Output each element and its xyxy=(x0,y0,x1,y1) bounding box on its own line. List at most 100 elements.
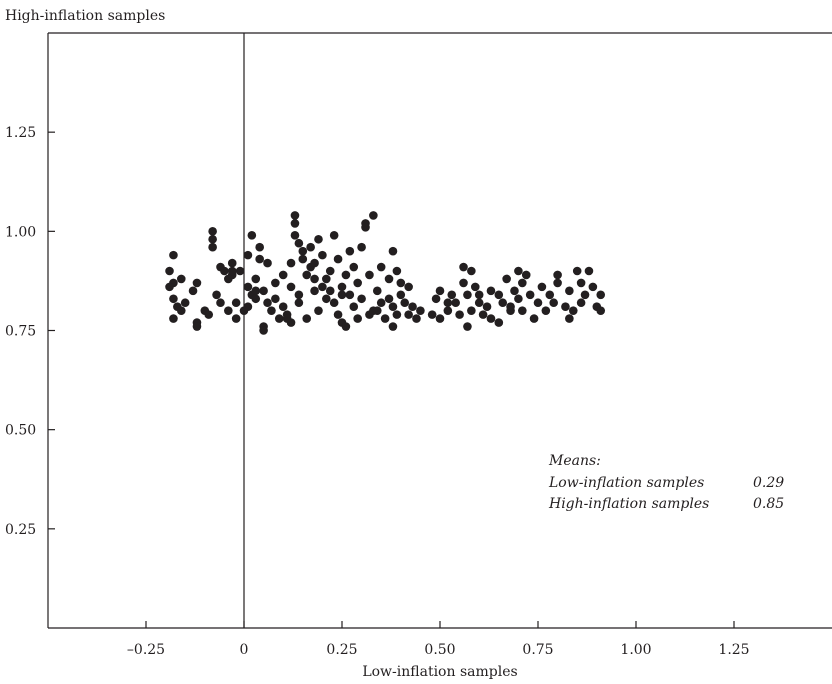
scatter-point xyxy=(271,294,280,304)
scatter-point xyxy=(345,246,355,256)
scatter-point xyxy=(341,270,351,280)
scatter-point xyxy=(431,294,441,304)
scatter-point xyxy=(176,274,186,284)
scatter-point xyxy=(314,234,323,244)
scatter-point xyxy=(231,298,241,308)
scatter-point xyxy=(357,294,366,304)
plot-frame xyxy=(47,32,832,629)
scatter-point xyxy=(165,282,174,292)
scatter-point xyxy=(435,314,445,323)
scatter-point xyxy=(596,290,606,300)
scatter-point xyxy=(474,298,484,308)
y-axis-ticks: 0.25 0.50 0.75 1.00 1.25 xyxy=(5,125,55,538)
scatter-point xyxy=(259,286,268,296)
scatter-point xyxy=(380,314,390,323)
scatter-point xyxy=(510,286,519,296)
scatter-point xyxy=(282,314,292,323)
scatter-point xyxy=(376,262,386,272)
scatter-point xyxy=(514,294,523,304)
scatter-point xyxy=(255,254,264,264)
scatter-point xyxy=(463,322,472,331)
scatter-point xyxy=(349,262,359,272)
scatter-point xyxy=(224,306,233,315)
scatter-point xyxy=(365,270,374,280)
scatter-point xyxy=(294,238,304,248)
scatter-point xyxy=(518,306,527,315)
x-axis-title: Low-inflation samples xyxy=(362,664,517,680)
scatter-point xyxy=(274,314,284,323)
scatter-point xyxy=(290,219,300,228)
scatter-point xyxy=(494,290,504,300)
scatter-point xyxy=(208,227,217,236)
scatter-point xyxy=(349,302,359,312)
scatter-point xyxy=(549,298,558,308)
x-tick-label: 0.50 xyxy=(424,642,455,658)
scatter-point xyxy=(251,286,261,296)
scatter-point xyxy=(545,290,555,300)
scatter-point xyxy=(561,302,570,312)
scatter-point xyxy=(392,266,402,276)
scatter-point xyxy=(388,302,398,312)
means-annotation: Means: Low-inflation samples 0.29 High-i… xyxy=(548,453,784,512)
scatter-point xyxy=(568,306,578,315)
scatter-point xyxy=(384,274,394,284)
data-points xyxy=(165,211,606,335)
y-tick-label: 0.50 xyxy=(5,423,36,439)
scatter-point xyxy=(169,314,178,323)
scatter-point xyxy=(310,274,319,284)
scatter-point xyxy=(443,306,453,315)
scatter-point xyxy=(337,290,347,300)
scatter-point xyxy=(251,274,261,284)
scatter-point xyxy=(329,231,339,240)
scatter-point xyxy=(412,314,421,323)
scatter-point xyxy=(169,250,178,260)
scatter-point xyxy=(384,294,394,304)
scatter-point xyxy=(408,302,417,312)
scatter-point xyxy=(290,231,300,240)
scatter-point xyxy=(467,266,476,276)
scatter-point xyxy=(318,250,327,260)
scatter-point xyxy=(486,314,496,323)
scatter-point xyxy=(404,282,413,292)
scatter-point xyxy=(404,310,413,319)
scatter-point xyxy=(227,258,237,268)
scatter-point xyxy=(306,242,315,252)
scatter-point xyxy=(572,266,582,276)
scatter-point xyxy=(463,290,472,300)
scatter-point xyxy=(361,223,370,232)
scatter-point xyxy=(231,314,241,323)
scatter-point xyxy=(494,318,504,327)
scatter-point xyxy=(286,258,296,268)
scatter-point xyxy=(318,282,327,292)
scatter-point xyxy=(525,290,535,300)
means-value-high: 0.85 xyxy=(753,496,784,512)
scatter-point xyxy=(180,298,190,308)
means-value-low: 0.29 xyxy=(753,475,784,491)
scatter-point xyxy=(290,211,300,220)
scatter-point xyxy=(278,302,288,312)
x-tick-label: 0 xyxy=(240,642,249,658)
scatter-point xyxy=(208,242,217,252)
scatter-point xyxy=(259,326,268,335)
scatter-point xyxy=(208,234,217,244)
scatter-point xyxy=(372,306,382,315)
scatter-point xyxy=(486,286,496,296)
scatter-point xyxy=(427,310,437,319)
scatter-point xyxy=(580,290,590,300)
scatter-point xyxy=(298,254,308,264)
scatter-point xyxy=(518,278,527,288)
scatter-point xyxy=(227,266,237,276)
scatter-point xyxy=(337,282,347,292)
scatter-point xyxy=(529,314,539,323)
scatter-point xyxy=(235,266,245,276)
scatter-point xyxy=(165,266,174,276)
x-tick-label: 1.00 xyxy=(620,642,651,658)
scatter-point xyxy=(588,282,598,292)
scatter-point xyxy=(478,310,488,319)
scatter-point xyxy=(541,306,551,315)
scatter-point xyxy=(553,278,562,288)
scatter-point xyxy=(220,266,229,276)
y-axis-title: High-inflation samples xyxy=(5,8,165,24)
scatter-point xyxy=(325,266,335,276)
